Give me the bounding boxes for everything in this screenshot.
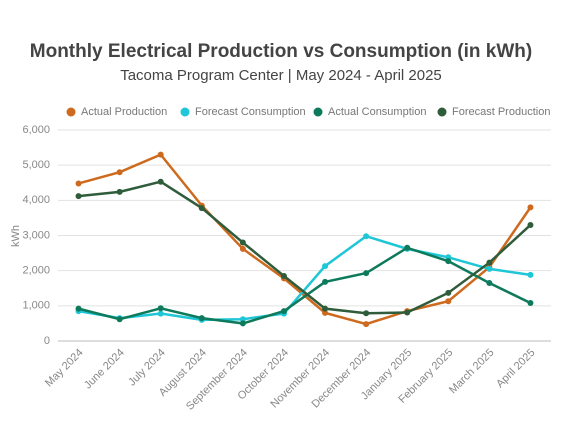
data-point: [157, 310, 164, 317]
data-point: [527, 271, 534, 278]
y-tick-label: 1,000: [22, 300, 50, 312]
legend-label: Forecast Production: [452, 106, 550, 118]
data-point: [322, 305, 329, 312]
data-point: [280, 308, 287, 315]
x-tick-label: June 2024: [82, 347, 127, 392]
data-point: [116, 316, 123, 323]
data-point: [404, 244, 411, 251]
data-point: [75, 180, 82, 187]
data-point: [75, 193, 82, 200]
series-line: [78, 234, 531, 322]
data-point: [198, 315, 205, 322]
data-point: [239, 316, 246, 323]
data-point: [198, 205, 205, 212]
data-point: [486, 265, 493, 272]
legend-label: Actual Consumption: [328, 106, 426, 118]
data-point: [363, 321, 370, 328]
data-point: [445, 298, 452, 305]
data-point: [404, 309, 411, 316]
data-point: [445, 258, 452, 265]
x-tick-label: April 2025: [494, 347, 538, 391]
data-point: [363, 270, 370, 277]
y-tick-label: 0: [44, 335, 50, 347]
y-tick-label: 2,000: [22, 265, 50, 277]
data-point: [486, 279, 493, 286]
data-point: [527, 221, 534, 228]
data-point: [239, 320, 246, 327]
data-point: [239, 239, 246, 246]
data-point: [527, 300, 534, 307]
y-tick-label: 3,000: [22, 229, 50, 241]
x-tick-label: May 2024: [43, 347, 86, 390]
data-point: [322, 309, 329, 316]
legend-marker: [66, 107, 76, 117]
legend-marker: [313, 107, 323, 117]
data-point: [239, 245, 246, 252]
legend-marker: [437, 107, 447, 117]
series-line: [78, 180, 532, 315]
data-point: [157, 178, 164, 185]
data-point: [486, 259, 493, 266]
x-tick-label: July 2024: [126, 347, 168, 389]
data-point: [157, 151, 164, 158]
data-point: [280, 272, 287, 279]
data-point: [116, 188, 123, 195]
data-point: [445, 289, 452, 296]
data-point: [322, 263, 329, 270]
y-tick-label: 5,000: [22, 159, 50, 171]
legend-label: Actual Production: [81, 106, 167, 118]
series-line: [78, 153, 532, 326]
y-tick-label: 6,000: [22, 124, 50, 136]
data-point: [363, 310, 370, 317]
data-point: [75, 305, 82, 312]
legend-label: Forecast Consumption: [195, 106, 306, 118]
data-point: [363, 233, 370, 240]
series-line: [78, 246, 532, 325]
legend-marker: [180, 107, 190, 117]
chart-subtitle: Tacoma Program Center | May 2024 - April…: [120, 67, 442, 84]
data-point: [322, 278, 329, 285]
data-point: [157, 305, 164, 312]
chart-title: Monthly Electrical Production vs Consump…: [30, 41, 532, 62]
data-point: [116, 169, 123, 176]
data-point: [527, 204, 534, 211]
y-axis-label: kWh: [10, 225, 22, 247]
y-tick-label: 4,000: [22, 194, 50, 206]
